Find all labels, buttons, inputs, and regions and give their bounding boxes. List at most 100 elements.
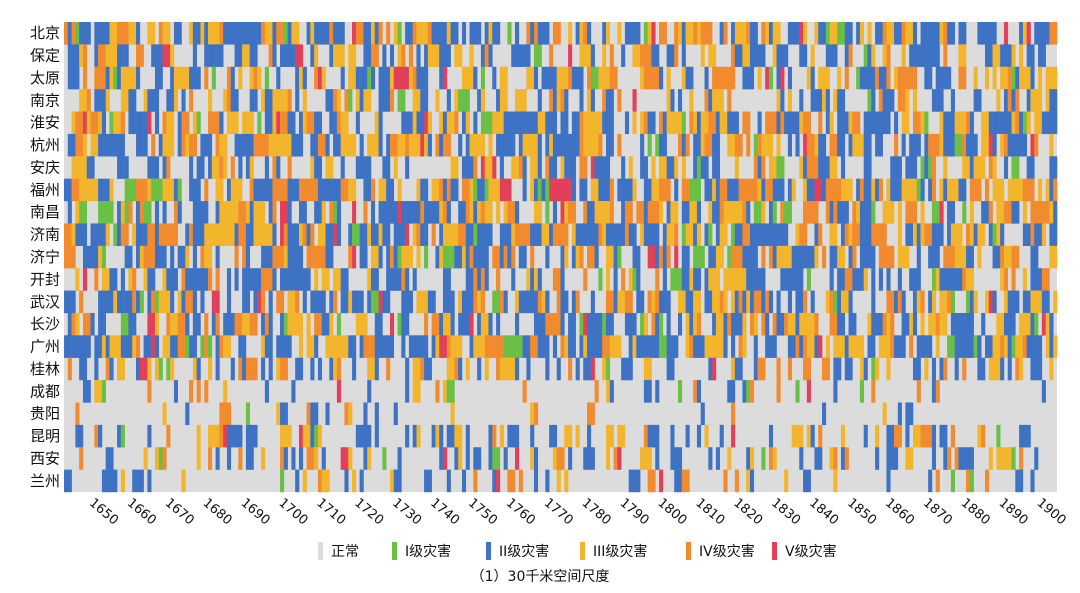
cell-19-1882 — [966, 447, 971, 470]
cell-14-1757 — [492, 335, 497, 358]
legend: 正常 I级灾害 II级灾害 III级灾害 IV级灾害 V级灾害 — [0, 538, 1080, 564]
cell-5-1830 — [768, 133, 774, 157]
cell-16-1840 — [806, 380, 811, 403]
cell-1-1873 — [931, 44, 937, 67]
cell-9-1897 — [1022, 223, 1027, 247]
cell-14-1864 — [897, 335, 902, 358]
legend-label: V级灾害 — [785, 544, 837, 560]
cell-8-1699 — [272, 201, 277, 224]
cell-1-1668 — [154, 44, 160, 67]
cell-11-1703 — [287, 268, 292, 291]
cell-16-1737 — [416, 380, 421, 403]
cell-18-1736 — [412, 424, 417, 448]
cell-5-1856 — [867, 133, 872, 157]
cell-19-1891 — [1000, 447, 1005, 470]
cell-13-1712 — [321, 312, 326, 336]
cell-5-1645 — [67, 133, 72, 157]
cell-0-1843 — [818, 22, 823, 45]
city-label: 杭州 — [30, 136, 60, 154]
cell-9-1649 — [82, 223, 88, 247]
cell-13-1775 — [560, 312, 565, 336]
cell-3-1713 — [325, 89, 330, 112]
cell-15-1854 — [859, 357, 865, 381]
cell-0-1757 — [492, 22, 497, 45]
cell-5-1740 — [427, 133, 432, 157]
cell-14-1783 — [590, 335, 595, 358]
cell-14-1763 — [515, 335, 520, 358]
cell-20-1764 — [518, 469, 523, 493]
cell-13-1881 — [962, 312, 967, 336]
cell-20-1805 — [674, 469, 679, 493]
cell-12-1771 — [545, 290, 550, 314]
cell-9-1838 — [799, 223, 804, 247]
cell-0-1648 — [79, 22, 84, 45]
cell-19-1665 — [143, 447, 148, 470]
cell-5-1664 — [139, 133, 144, 157]
cell-10-1649 — [82, 245, 88, 269]
cell-2-1789 — [613, 66, 618, 90]
cell-9-1816 — [715, 223, 720, 247]
cell-18-1798 — [647, 424, 652, 448]
cell-0-1812 — [700, 22, 705, 45]
cell-9-1813 — [704, 223, 709, 247]
cell-6-1876 — [943, 156, 948, 179]
cell-2-1858 — [875, 66, 880, 90]
cell-13-1672 — [170, 312, 175, 336]
cell-6-1796 — [640, 156, 645, 179]
cell-16-1820 — [731, 380, 736, 403]
cell-0-1657 — [113, 22, 118, 45]
cell-7-1674 — [177, 178, 182, 202]
cell-14-1867 — [909, 335, 914, 358]
cell-0-1849 — [840, 22, 846, 45]
cell-13-1678 — [192, 312, 197, 336]
cell-8-1801 — [659, 201, 664, 224]
cell-19-1798 — [647, 447, 652, 470]
cell-12-1729 — [386, 290, 391, 314]
cell-2-1767 — [530, 66, 535, 90]
cell-7-1839 — [803, 178, 808, 202]
cell-4-1675 — [181, 111, 186, 135]
cell-18-1701 — [280, 424, 285, 448]
cell-14-1717 — [340, 335, 345, 358]
cell-8-1835 — [787, 201, 792, 224]
cell-10-1881 — [962, 245, 967, 269]
cell-4-1685 — [219, 111, 224, 135]
cell-3-1652 — [94, 89, 99, 112]
cell-0-1801 — [659, 22, 664, 45]
cell-0-1743 — [439, 22, 444, 45]
cell-5-1725 — [371, 133, 376, 157]
cell-3-1848 — [837, 89, 842, 112]
cell-5-1778 — [571, 133, 576, 157]
cell-14-1767 — [530, 335, 535, 358]
cell-3-1890 — [996, 89, 1001, 112]
cell-16-1765 — [522, 380, 527, 403]
cell-20-1774 — [556, 469, 561, 493]
cell-0-1650 — [86, 22, 91, 45]
cell-18-1761 — [507, 424, 512, 448]
cell-6-1821 — [734, 156, 739, 179]
cell-9-1693 — [249, 223, 254, 247]
cell-19-1814 — [708, 447, 713, 470]
cell-14-1675 — [181, 335, 186, 358]
cell-13-1822 — [738, 312, 743, 336]
cell-15-1679 — [196, 357, 201, 381]
cell-4-1687 — [226, 111, 232, 135]
city-label: 济南 — [30, 226, 60, 244]
cell-9-1792 — [624, 223, 630, 247]
cell-10-1734 — [405, 245, 410, 269]
cell-2-1827 — [757, 66, 762, 90]
cell-18-1694 — [253, 424, 258, 448]
cell-3-1696 — [261, 89, 266, 112]
cell-4-1796 — [640, 111, 645, 135]
cell-9-1834 — [784, 223, 789, 247]
cell-8-1745 — [446, 201, 451, 224]
cell-1-1838 — [799, 44, 804, 67]
cell-14-1672 — [170, 335, 175, 358]
cell-8-1807 — [681, 201, 686, 224]
cell-10-1725 — [371, 245, 376, 269]
cell-4-1784 — [594, 111, 599, 135]
cell-0-1838 — [799, 22, 804, 45]
cell-13-1856 — [867, 312, 872, 336]
cell-13-1771 — [545, 312, 550, 336]
cell-17-1713 — [325, 402, 330, 426]
